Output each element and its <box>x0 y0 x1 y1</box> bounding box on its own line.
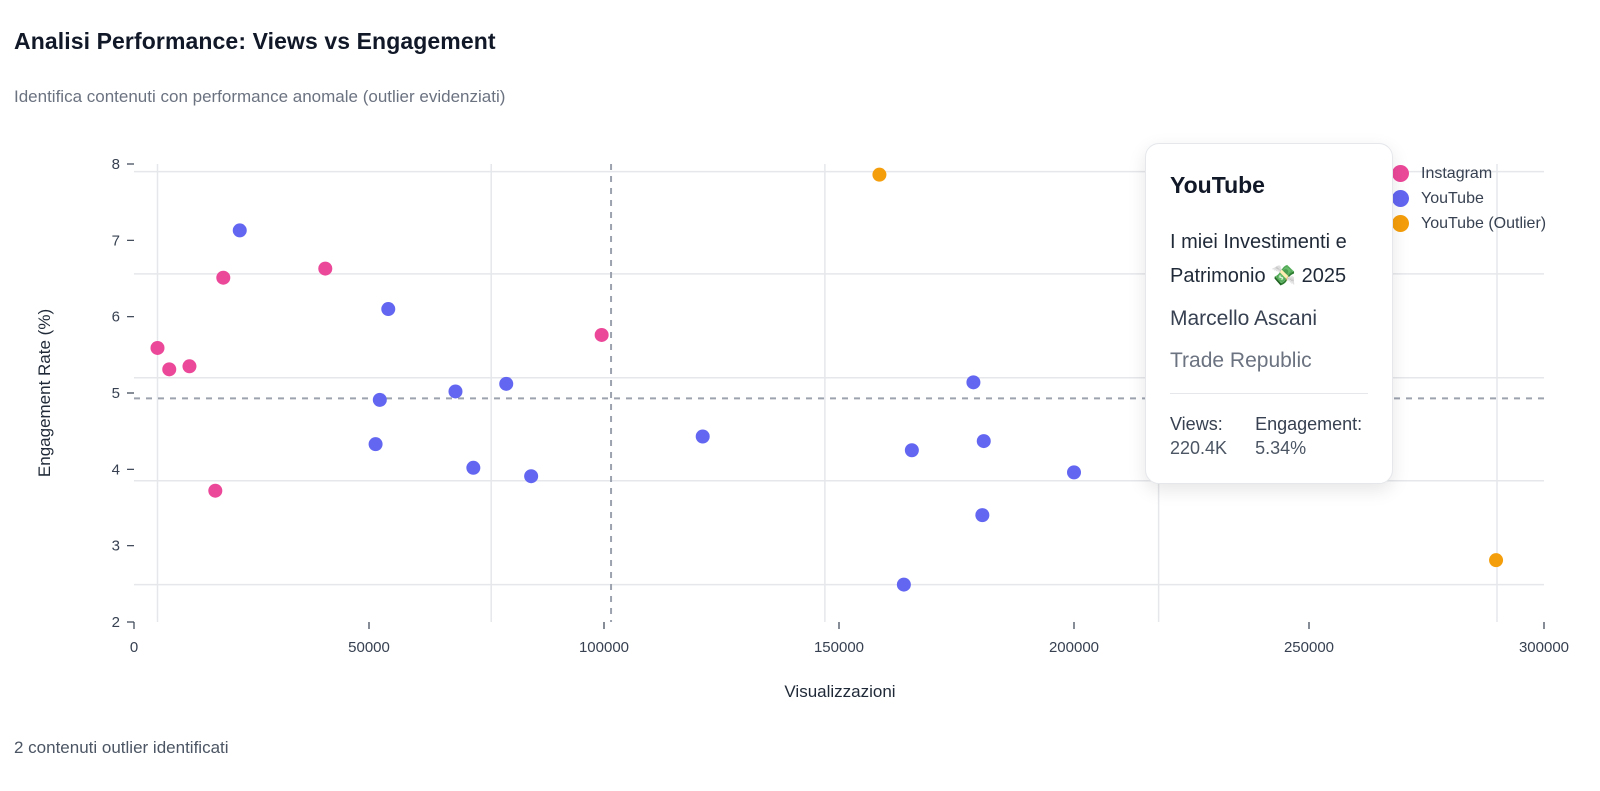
tooltip-engagement-label: Engagement: <box>1255 414 1363 434</box>
y-tick-label: 2 <box>112 614 120 631</box>
reference-lines <box>134 164 1544 622</box>
data-point-youtube[interactable] <box>524 469 539 484</box>
y-tick-label: 5 <box>112 385 120 402</box>
tooltip-brand: Trade Republic <box>1170 349 1312 372</box>
tooltip-views-value: 220.4K <box>1170 438 1228 458</box>
data-point-youtube[interactable] <box>1067 465 1081 480</box>
data-point-youtube[interactable] <box>896 577 911 592</box>
legend-dot-icon <box>1392 190 1409 207</box>
tooltip-video-title: I miei Investimenti e Patrimonio 💸 2025 <box>1170 231 1347 287</box>
data-point-youtube[interactable] <box>232 223 247 238</box>
data-point-youtube-outlier[interactable] <box>1489 553 1504 568</box>
y-axis-label: Engagement Rate (%) <box>35 309 54 477</box>
data-point-instagram[interactable] <box>150 340 165 355</box>
legend-label: Instagram <box>1421 164 1493 182</box>
x-axis-label: Visualizzazioni <box>784 682 895 701</box>
data-point-instagram[interactable] <box>318 261 333 276</box>
x-tick-label: 300000 <box>1519 639 1569 656</box>
tooltip-views-label: Views: <box>1170 414 1223 434</box>
x-tick-label: 150000 <box>814 639 864 656</box>
data-point-youtube[interactable] <box>975 508 990 523</box>
y-tick-label: 6 <box>112 309 120 326</box>
tooltip-platform: YouTube <box>1170 172 1265 198</box>
tooltip-creator: Marcello Ascani <box>1170 307 1318 330</box>
tooltip-stats: Views: 220.4K Engagement: 5.34% <box>1170 412 1368 460</box>
chart-legend: Instagram YouTube YouTube (Outlier) <box>1392 161 1546 236</box>
data-point-youtube[interactable] <box>499 376 514 391</box>
data-point-youtube-outlier[interactable] <box>872 167 887 182</box>
legend-item-instagram[interactable]: Instagram <box>1392 161 1546 186</box>
data-point-instagram[interactable] <box>208 483 223 498</box>
axes: 0 50000 100000 150000 200000 250000 300000 2 3 4 5… <box>112 156 1569 656</box>
x-tick-label: 0 <box>130 639 138 656</box>
data-point-instagram[interactable] <box>594 327 609 342</box>
page-title: Analisi Performance: Views vs Engagement <box>14 28 496 54</box>
x-tick-label: 50000 <box>348 639 390 656</box>
legend-item-youtube-outlier[interactable]: YouTube (Outlier) <box>1392 211 1546 236</box>
data-point-youtube[interactable] <box>904 443 919 458</box>
data-point-youtube[interactable] <box>372 392 387 407</box>
tooltip-engagement-value: 5.34% <box>1255 438 1307 458</box>
data-point-instagram[interactable] <box>216 270 231 285</box>
tooltip-engagement: Engagement: 5.34% <box>1255 412 1362 460</box>
y-tick-label: 3 <box>112 538 120 555</box>
data-point-youtube[interactable] <box>466 460 481 475</box>
data-point-youtube[interactable] <box>381 302 396 317</box>
data-point-youtube[interactable] <box>966 375 981 390</box>
data-point-youtube[interactable] <box>695 429 710 444</box>
data-point-instagram[interactable] <box>162 362 177 377</box>
x-tick-label: 100000 <box>579 639 629 656</box>
data-point-instagram[interactable] <box>182 359 197 374</box>
legend-label: YouTube (Outlier) <box>1421 214 1547 232</box>
y-tick-label: 8 <box>112 156 120 173</box>
legend-dot-icon <box>1392 215 1409 232</box>
data-point-youtube[interactable] <box>976 434 991 449</box>
tooltip-views: Views: 220.4K <box>1170 412 1227 460</box>
page-subtitle: Identifica contenuti con performance ano… <box>14 87 506 106</box>
data-points <box>150 167 1504 592</box>
point-tooltip: YouTube I miei Investimenti e Patrimonio… <box>1145 143 1393 484</box>
y-tick-label: 4 <box>112 461 120 478</box>
legend-label: YouTube <box>1421 189 1484 207</box>
data-point-youtube[interactable] <box>368 437 383 452</box>
legend-item-youtube[interactable]: YouTube <box>1392 186 1546 211</box>
legend-dot-icon <box>1392 165 1409 182</box>
x-tick-label: 200000 <box>1049 639 1099 656</box>
data-point-youtube[interactable] <box>448 384 463 399</box>
y-tick-label: 7 <box>112 232 120 249</box>
x-tick-label: 250000 <box>1284 639 1334 656</box>
outlier-count-note: 2 contenuti outlier identificati <box>14 738 229 757</box>
tooltip-divider <box>1170 393 1368 394</box>
